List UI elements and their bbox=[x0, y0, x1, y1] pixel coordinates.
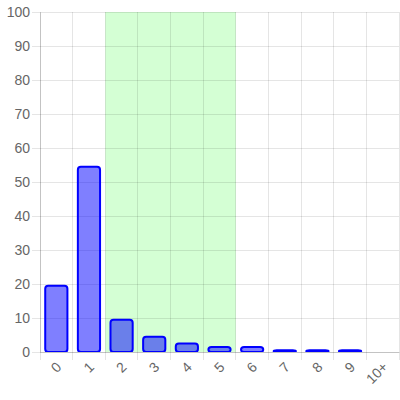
x-tick-label: 6 bbox=[243, 359, 260, 376]
y-grid-line bbox=[32, 80, 399, 81]
x-grid-line bbox=[268, 12, 269, 360]
x-tick-label: 9 bbox=[341, 359, 358, 376]
x-grid-line bbox=[105, 12, 106, 360]
y-tick-label: 50 bbox=[14, 174, 30, 190]
x-tick: 7 bbox=[276, 352, 293, 376]
bar bbox=[208, 347, 230, 352]
bar bbox=[78, 167, 100, 352]
bar bbox=[339, 350, 361, 352]
bar bbox=[372, 351, 394, 352]
x-tick: 10+ bbox=[363, 352, 391, 387]
bar bbox=[241, 347, 263, 352]
bar bbox=[274, 350, 296, 352]
x-tick: 2 bbox=[113, 352, 130, 376]
y-tick-label: 60 bbox=[14, 140, 30, 156]
y-tick: 70 bbox=[14, 106, 40, 122]
y-tick: 30 bbox=[14, 242, 40, 258]
bars bbox=[45, 167, 361, 352]
x-grid-line bbox=[301, 12, 302, 360]
y-tick-label: 10 bbox=[14, 310, 30, 326]
x-tick-label: 3 bbox=[146, 359, 163, 376]
y-grid-line bbox=[32, 114, 399, 115]
y-tick-label: 100 bbox=[7, 4, 31, 20]
x-grid-line bbox=[399, 12, 400, 360]
x-grid-line bbox=[366, 12, 367, 360]
y-tick: 60 bbox=[14, 140, 40, 156]
y-grid-line bbox=[32, 12, 399, 13]
chart: 0102030405060708090100012345678910+ bbox=[0, 0, 400, 400]
x-grid-line bbox=[137, 12, 138, 360]
y-tick-label: 40 bbox=[14, 208, 30, 224]
y-axis-line bbox=[40, 13, 41, 353]
y-tick-label: 30 bbox=[14, 242, 30, 258]
bar bbox=[110, 320, 132, 352]
x-tick-label: 8 bbox=[309, 359, 326, 376]
y-tick: 20 bbox=[14, 276, 40, 292]
y-grid-line bbox=[32, 46, 399, 47]
x-tick: 8 bbox=[309, 352, 326, 376]
y-tick: 80 bbox=[14, 72, 40, 88]
x-grid-line bbox=[235, 12, 236, 360]
x-axis-line bbox=[41, 352, 400, 353]
y-tick-label: 20 bbox=[14, 276, 30, 292]
bar bbox=[143, 337, 165, 352]
x-grid-line bbox=[72, 12, 73, 360]
x-tick-label: 10+ bbox=[363, 359, 391, 387]
y-tick: 50 bbox=[14, 174, 40, 190]
x-tick-label: 4 bbox=[178, 359, 195, 376]
x-tick: 5 bbox=[211, 352, 228, 376]
x-tick: 3 bbox=[146, 352, 163, 376]
x-tick: 1 bbox=[80, 352, 97, 376]
y-axis: 0 10 20 30 40 50 60 70 80 90 100 bbox=[7, 4, 41, 360]
x-grid-line bbox=[203, 12, 204, 360]
y-tick-label: 0 bbox=[22, 344, 30, 360]
y-tick: 0 bbox=[22, 344, 40, 360]
x-grid-line bbox=[333, 12, 334, 360]
bar bbox=[176, 344, 198, 353]
y-tick: 100 bbox=[7, 4, 40, 20]
x-grid-line bbox=[170, 12, 171, 360]
x-tick: 0 bbox=[48, 352, 65, 376]
bar bbox=[306, 350, 328, 352]
bar bbox=[45, 286, 67, 352]
x-tick-label: 1 bbox=[80, 359, 97, 376]
y-tick: 90 bbox=[14, 38, 40, 54]
x-tick: 9 bbox=[341, 352, 358, 376]
x-tick-label: 7 bbox=[276, 359, 293, 376]
y-tick-label: 90 bbox=[14, 38, 30, 54]
x-tick: 4 bbox=[178, 352, 195, 376]
y-tick: 10 bbox=[14, 310, 40, 326]
y-tick: 40 bbox=[14, 208, 40, 224]
x-tick-label: 5 bbox=[211, 359, 228, 376]
x-tick-label: 2 bbox=[113, 359, 130, 376]
x-grid-line bbox=[40, 12, 41, 360]
y-tick-label: 80 bbox=[14, 72, 30, 88]
x-axis: 0123456789 10+ bbox=[41, 352, 400, 387]
x-tick: 6 bbox=[243, 352, 260, 376]
grid bbox=[32, 12, 399, 360]
y-grid-line bbox=[32, 148, 399, 149]
x-tick-label: 0 bbox=[48, 359, 65, 376]
y-tick-label: 70 bbox=[14, 106, 30, 122]
